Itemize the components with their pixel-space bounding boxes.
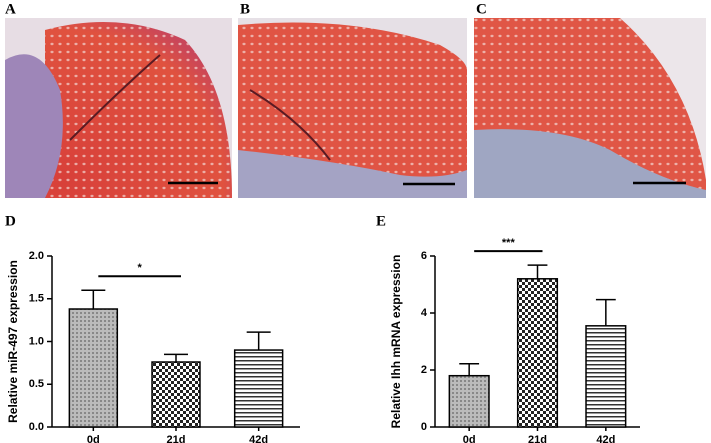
y-tick-label: 0.0	[29, 421, 44, 433]
y-tick-label: 1.5	[29, 293, 44, 305]
panel-label: B	[240, 1, 250, 17]
x-tick-label: 21d	[528, 434, 547, 443]
histology-image	[474, 18, 706, 198]
bar	[516, 278, 559, 428]
significance-label: *	[138, 262, 143, 274]
panel-label: A	[5, 1, 16, 17]
histology-image	[5, 18, 232, 199]
bar	[585, 325, 627, 428]
panel-label: C	[476, 1, 487, 17]
y-tick-label: 6	[421, 250, 427, 262]
bar	[68, 308, 119, 428]
y-tick-label: 4	[421, 307, 428, 319]
histology-image	[238, 18, 467, 198]
x-tick-label: 42d	[596, 434, 615, 443]
y-axis-label: Relative miR-497 expression	[6, 260, 20, 423]
panel-label: E	[376, 213, 386, 229]
x-tick-label: 21d	[167, 434, 186, 443]
bar	[151, 361, 201, 428]
y-tick-label: 0	[421, 421, 427, 433]
y-tick-label: 1.0	[29, 335, 44, 347]
x-tick-label: 0d	[463, 434, 476, 443]
significance-label: ***	[502, 237, 516, 249]
panel-label: D	[5, 213, 16, 229]
y-tick-label: 2.0	[29, 250, 44, 262]
bar	[448, 374, 490, 428]
y-axis-label: Relative Ihh mRNA expression	[389, 255, 403, 429]
x-tick-label: 0d	[87, 434, 100, 443]
y-tick-label: 2	[421, 364, 427, 376]
x-tick-label: 42d	[249, 434, 268, 443]
y-tick-label: 0.5	[29, 378, 44, 390]
bar	[233, 349, 284, 428]
